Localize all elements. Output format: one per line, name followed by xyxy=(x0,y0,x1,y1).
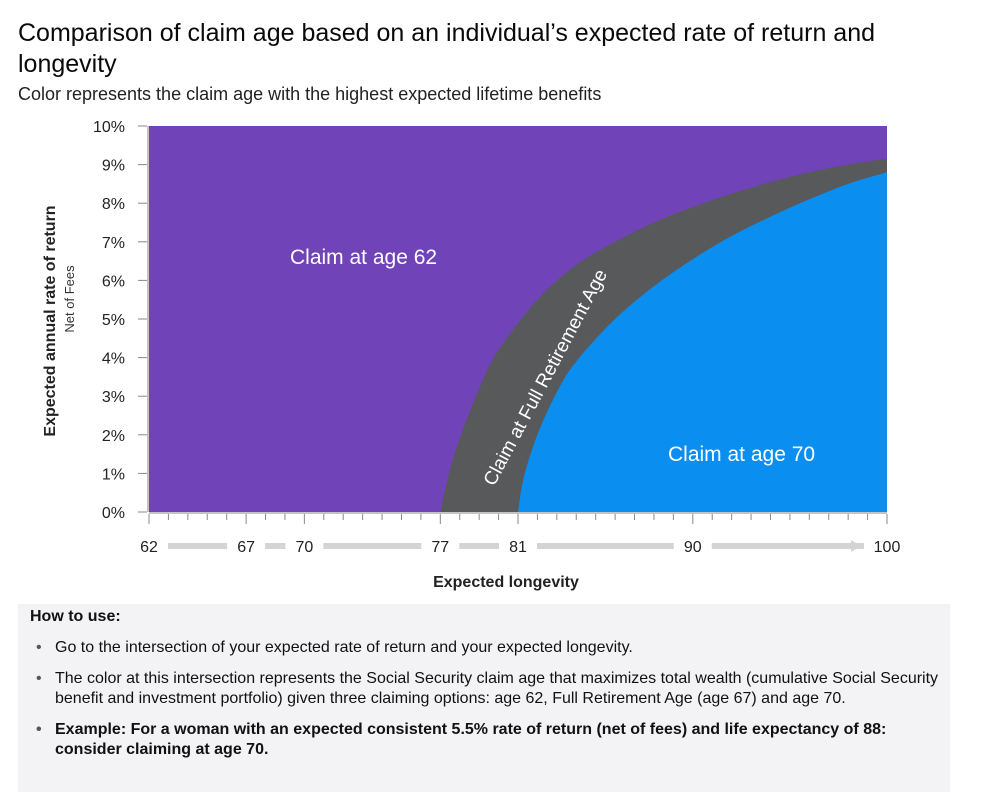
y-tick-label: 7% xyxy=(102,235,125,252)
y-tick-label: 3% xyxy=(102,389,125,406)
y-axis-title: Expected annual rate of return xyxy=(42,205,59,436)
x-tick-label: 77 xyxy=(431,539,449,556)
plot-area xyxy=(149,126,887,513)
how-to-item-text: Example: For a woman with an expected co… xyxy=(55,721,887,758)
x-axis-title: Expected longevity xyxy=(433,574,579,591)
x-tick-label: 67 xyxy=(237,539,255,556)
x-axis-arrow-bar xyxy=(711,543,864,549)
region-claim-70 xyxy=(518,172,887,513)
y-tick-label: 5% xyxy=(102,312,125,329)
how-to-item: • The color at this intersection represen… xyxy=(18,669,950,709)
bullet-icon: • xyxy=(36,639,42,656)
x-tick-label: 81 xyxy=(509,539,527,556)
region-label-claim-62: Claim at age 62 xyxy=(290,246,437,269)
y-axis-subtitle: Net of Fees xyxy=(62,265,77,333)
y-tick-label: 9% xyxy=(102,158,125,175)
how-to-use-list: • Go to the intersection of your expected… xyxy=(18,638,950,771)
bullet-icon: • xyxy=(36,721,42,738)
how-to-item-text: Go to the intersection of your expected … xyxy=(55,639,633,656)
y-tick-label: 8% xyxy=(102,196,125,213)
how-to-example-item: • Example: For a woman with an expected c… xyxy=(18,720,950,760)
y-tick-label: 0% xyxy=(102,505,125,522)
chart-subtitle: Color represents the claim age with the … xyxy=(18,84,602,104)
x-axis-arrow-bar xyxy=(459,543,499,549)
x-axis-arrow-bar xyxy=(168,543,228,549)
how-to-item-text: The color at this intersection represent… xyxy=(55,670,939,707)
x-tick-label: 100 xyxy=(874,539,901,556)
bullet-icon: • xyxy=(36,670,42,687)
x-axis-arrowhead-icon xyxy=(851,540,861,552)
claim-age-chart: 0% 1% 2% 3% 4% 5% 6% 7% 8% 9% 10% Expected annual r… xyxy=(42,119,901,591)
how-to-item: • Go to the intersection of your expected… xyxy=(18,638,950,658)
y-tick-label: 10% xyxy=(93,119,125,136)
x-axis-arrow-bar xyxy=(323,543,422,549)
x-axis-arrow-bar xyxy=(537,543,674,549)
y-tick-label: 2% xyxy=(102,428,125,445)
x-tick-label: 90 xyxy=(684,539,702,556)
how-to-use-panel: How to use: • Go to the intersection of y… xyxy=(18,604,950,792)
y-tick-label: 1% xyxy=(102,466,125,483)
x-tick-label: 62 xyxy=(140,539,158,556)
y-tick-label: 6% xyxy=(102,273,125,290)
y-axis: 0% 1% 2% 3% 4% 5% 6% 7% 8% 9% 10% Expected annual r… xyxy=(42,119,149,522)
y-tick-label: 4% xyxy=(102,351,125,368)
region-label-claim-70: Claim at age 70 xyxy=(668,443,815,466)
x-axis-arrow-bar xyxy=(265,543,286,549)
x-axis: 62 67 70 77 81 90 100 Expected longevity xyxy=(140,512,901,591)
chart-title: Comparison of claim age based on an indi… xyxy=(18,19,876,78)
how-to-use-title: How to use: xyxy=(30,608,121,625)
x-tick-label: 70 xyxy=(295,539,313,556)
